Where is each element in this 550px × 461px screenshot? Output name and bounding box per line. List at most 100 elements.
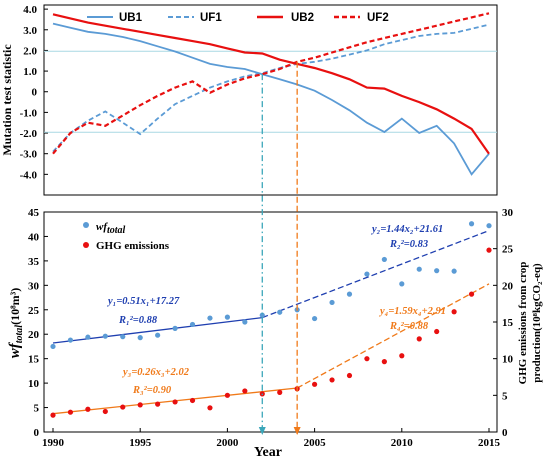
left-y-tick-label: 25 — [28, 305, 40, 317]
wf-total-point — [312, 315, 318, 322]
ghg-point — [172, 399, 178, 405]
x-axis-title: Year — [254, 445, 282, 460]
wf-total-point — [468, 221, 475, 227]
ghg-point — [486, 247, 492, 253]
legend-label-ub1: UB1 — [119, 12, 143, 24]
ghg-point — [67, 409, 74, 415]
ghg-point — [312, 381, 318, 387]
right-y-axis-title-line2: production(10⁸kgCO₂-eq) — [531, 263, 543, 383]
ghg-point — [224, 392, 230, 398]
wf-total-point — [155, 332, 161, 338]
ghg-point — [50, 412, 56, 418]
ghg-point — [102, 408, 108, 415]
top-y-tick-label: 1.0 — [23, 66, 37, 78]
change-point-arrow-2004 — [293, 427, 301, 435]
left-y-tick-label: 30 — [28, 280, 40, 292]
wf-total-point — [207, 315, 213, 321]
ghg-point — [137, 402, 143, 408]
change-point-arrow-2002 — [258, 427, 266, 435]
x-tick-label: 2000 — [216, 437, 239, 449]
wf-total-point — [189, 321, 196, 328]
wf-total-point — [416, 266, 422, 272]
ghg-point — [434, 328, 440, 335]
ghg-point — [364, 356, 370, 362]
top-y-tick-label: -4.0 — [20, 169, 38, 181]
ghg-point — [120, 404, 126, 410]
left-y-tick-label: 0 — [34, 427, 40, 439]
wf-total-point — [120, 334, 126, 340]
legend-wf-sub: total — [107, 225, 126, 236]
top-plot-frame — [43, 4, 498, 196]
legend-label-uf2: UF2 — [367, 12, 389, 24]
series-line-uf2 — [52, 12, 490, 155]
ghg-point — [242, 388, 248, 394]
bottom-y-axis-title: wftotal(10⁸m³) — [7, 288, 25, 359]
legend-label-ub2: UB2 — [291, 12, 314, 24]
ghg-point — [451, 309, 457, 315]
ghg-point — [329, 377, 335, 383]
ghg-point — [416, 336, 422, 342]
x-tick-label: 2005 — [304, 437, 327, 449]
y-title-unit: (10⁸m³) — [8, 288, 22, 325]
wf-total-point — [67, 337, 74, 343]
top-y-tick-label: -2.0 — [20, 128, 38, 140]
scatter-panel: 0 5 10 15 20 25 30 35 40 45 0 5 10 15 20 25 30 1990 1995… — [7, 207, 543, 460]
wf-total-point — [85, 334, 91, 340]
wf-total-point — [277, 309, 283, 315]
left-y-tick-label: 45 — [28, 207, 40, 219]
ghg-point — [381, 359, 387, 365]
legend-marker-wf — [83, 222, 89, 228]
r4-label: R₄²=0.88 — [389, 321, 429, 332]
y-title-main: wf — [7, 341, 23, 358]
right-y-tick-label: 5 — [502, 390, 508, 402]
eq1-label: y₁=0.51x₁+17.27 — [106, 296, 180, 307]
wf-total-point — [137, 335, 143, 341]
ghg-point — [85, 406, 91, 412]
wf-total-point — [381, 256, 387, 263]
top-y-tick-label: 0 — [32, 87, 38, 99]
left-y-tick-label: 5 — [34, 403, 40, 415]
x-tick-label: 1995 — [129, 437, 152, 449]
trend-line-4 — [296, 283, 490, 389]
mutation-test-panel: 4.0 3.0 2.0 1.0 0 -1.0 -2.0 -3.0 -4.0 Mutation t… — [0, 4, 498, 196]
wf-total-point — [364, 271, 370, 277]
ghg-point — [468, 291, 475, 297]
right-y-tick-label: 15 — [502, 317, 514, 329]
top-y-tick-label: 4.0 — [23, 4, 37, 16]
right-y-tick-label: 25 — [502, 244, 514, 256]
x-tick-label: 2010 — [391, 437, 414, 449]
wf-total-point — [399, 281, 405, 287]
legend-label-ghg: GHG emissions — [96, 240, 170, 252]
trend-line-1 — [52, 316, 263, 344]
wf-total-point — [259, 312, 265, 318]
wf-total-point — [486, 223, 492, 229]
bottom-legend: wftotal GHG emissions — [83, 221, 170, 252]
series-line-ub1 — [52, 22, 490, 176]
wf-total-point — [172, 325, 178, 331]
right-y-axis-title-line1: GHG emissions from crop — [517, 262, 529, 385]
ghg-point — [207, 405, 213, 411]
right-y-tick-label: 20 — [502, 280, 514, 292]
ghg-point — [277, 389, 283, 395]
series-line-ub2 — [52, 13, 490, 155]
top-legend: UB1 UF1 UB2 UF2 — [87, 12, 389, 24]
ghg-point — [189, 397, 196, 404]
wf-total-point — [242, 319, 248, 325]
eq3-label: y₃=0.26x₃+2.02 — [121, 367, 190, 378]
ghg-point — [399, 353, 405, 359]
y-title-sub: total — [14, 325, 25, 344]
right-y-tick-label: 10 — [502, 354, 514, 366]
ghg-point — [155, 401, 161, 407]
left-y-tick-label: 10 — [28, 378, 40, 390]
ghg-point — [346, 372, 353, 379]
top-y-axis-title: Mutation test statistic — [0, 44, 14, 156]
eq4-label: y₄=1.59x₄+2.91 — [378, 306, 446, 317]
x-tick-label: 1990 — [42, 437, 65, 449]
wf-total-point — [102, 333, 108, 339]
legend-marker-ghg — [83, 242, 89, 248]
r1-label: R₁²=0.88 — [118, 315, 158, 326]
wf-total-point — [224, 314, 230, 320]
left-y-tick-label: 40 — [28, 231, 40, 243]
left-y-tick-label: 15 — [28, 354, 40, 366]
